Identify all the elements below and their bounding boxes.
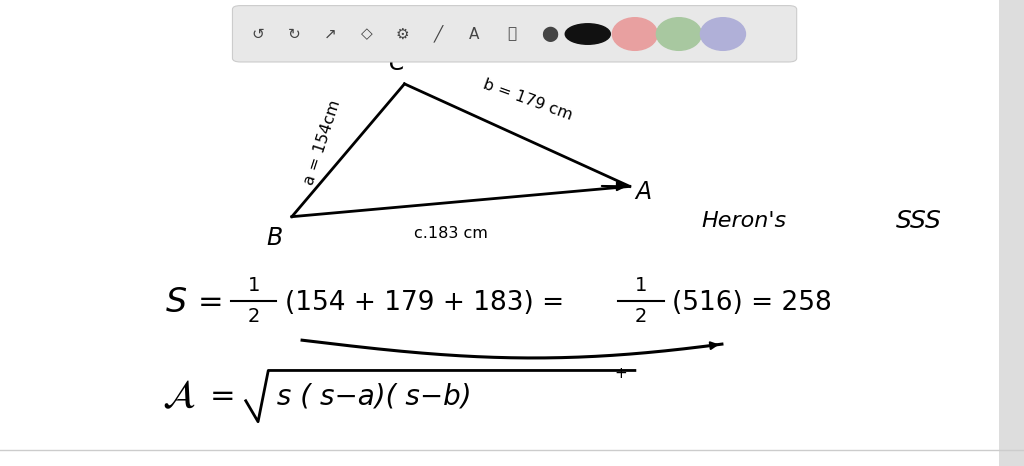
Text: Heron's: Heron's <box>701 212 786 231</box>
Text: 🖼: 🖼 <box>508 27 516 41</box>
Text: ◇: ◇ <box>360 27 373 41</box>
Text: (154 + 179 + 183) =: (154 + 179 + 183) = <box>285 290 564 316</box>
Text: S: S <box>166 287 187 319</box>
Text: A: A <box>635 180 651 204</box>
Text: C: C <box>389 51 406 75</box>
Text: 1: 1 <box>248 276 260 295</box>
Text: b = 179 cm: b = 179 cm <box>480 77 574 123</box>
Text: B: B <box>266 226 283 250</box>
Text: (516) = 258: (516) = 258 <box>672 290 831 316</box>
Text: ↗: ↗ <box>324 27 336 41</box>
Text: =: = <box>210 382 236 411</box>
Ellipse shape <box>612 18 657 50</box>
Text: ⬤: ⬤ <box>542 27 558 41</box>
FancyBboxPatch shape <box>999 0 1024 466</box>
Ellipse shape <box>656 18 701 50</box>
Ellipse shape <box>700 18 745 50</box>
Text: =: = <box>198 288 223 317</box>
Text: ⚙: ⚙ <box>395 27 410 41</box>
Text: ╱: ╱ <box>434 25 442 43</box>
Text: 1: 1 <box>635 276 647 295</box>
Text: c.183 cm: c.183 cm <box>414 226 487 240</box>
Circle shape <box>565 24 610 44</box>
Text: s ( s−a)( s−b): s ( s−a)( s−b) <box>268 382 472 410</box>
Text: a = 154cm: a = 154cm <box>302 98 343 186</box>
Text: 2: 2 <box>248 308 260 326</box>
Text: 2: 2 <box>635 308 647 326</box>
Text: SSS: SSS <box>896 209 942 233</box>
Text: +: + <box>614 366 627 381</box>
Text: A: A <box>469 27 479 41</box>
Text: ↻: ↻ <box>288 27 300 41</box>
Text: $\mathcal{A}$: $\mathcal{A}$ <box>162 377 196 415</box>
FancyBboxPatch shape <box>232 6 797 62</box>
Text: ↺: ↺ <box>252 27 264 41</box>
